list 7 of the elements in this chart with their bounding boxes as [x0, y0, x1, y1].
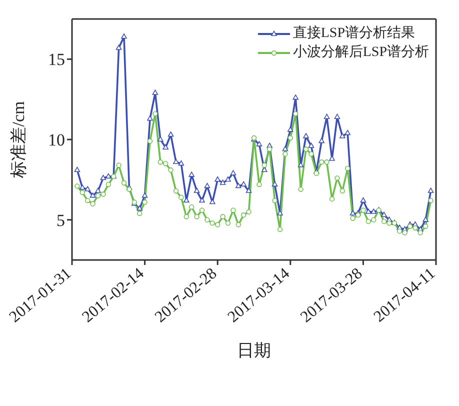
x-axis-title: 日期	[237, 341, 271, 360]
y-axis-title: 标准差/cm	[9, 101, 28, 179]
y-tick-label: 10	[48, 130, 65, 150]
legend-label: 直接LSP谱分析结果	[292, 24, 415, 43]
legend-label: 小波分解后LSP谱分析	[292, 44, 429, 62]
y-tick-label: 15	[48, 50, 65, 70]
y-tick-label: 5	[56, 210, 65, 230]
